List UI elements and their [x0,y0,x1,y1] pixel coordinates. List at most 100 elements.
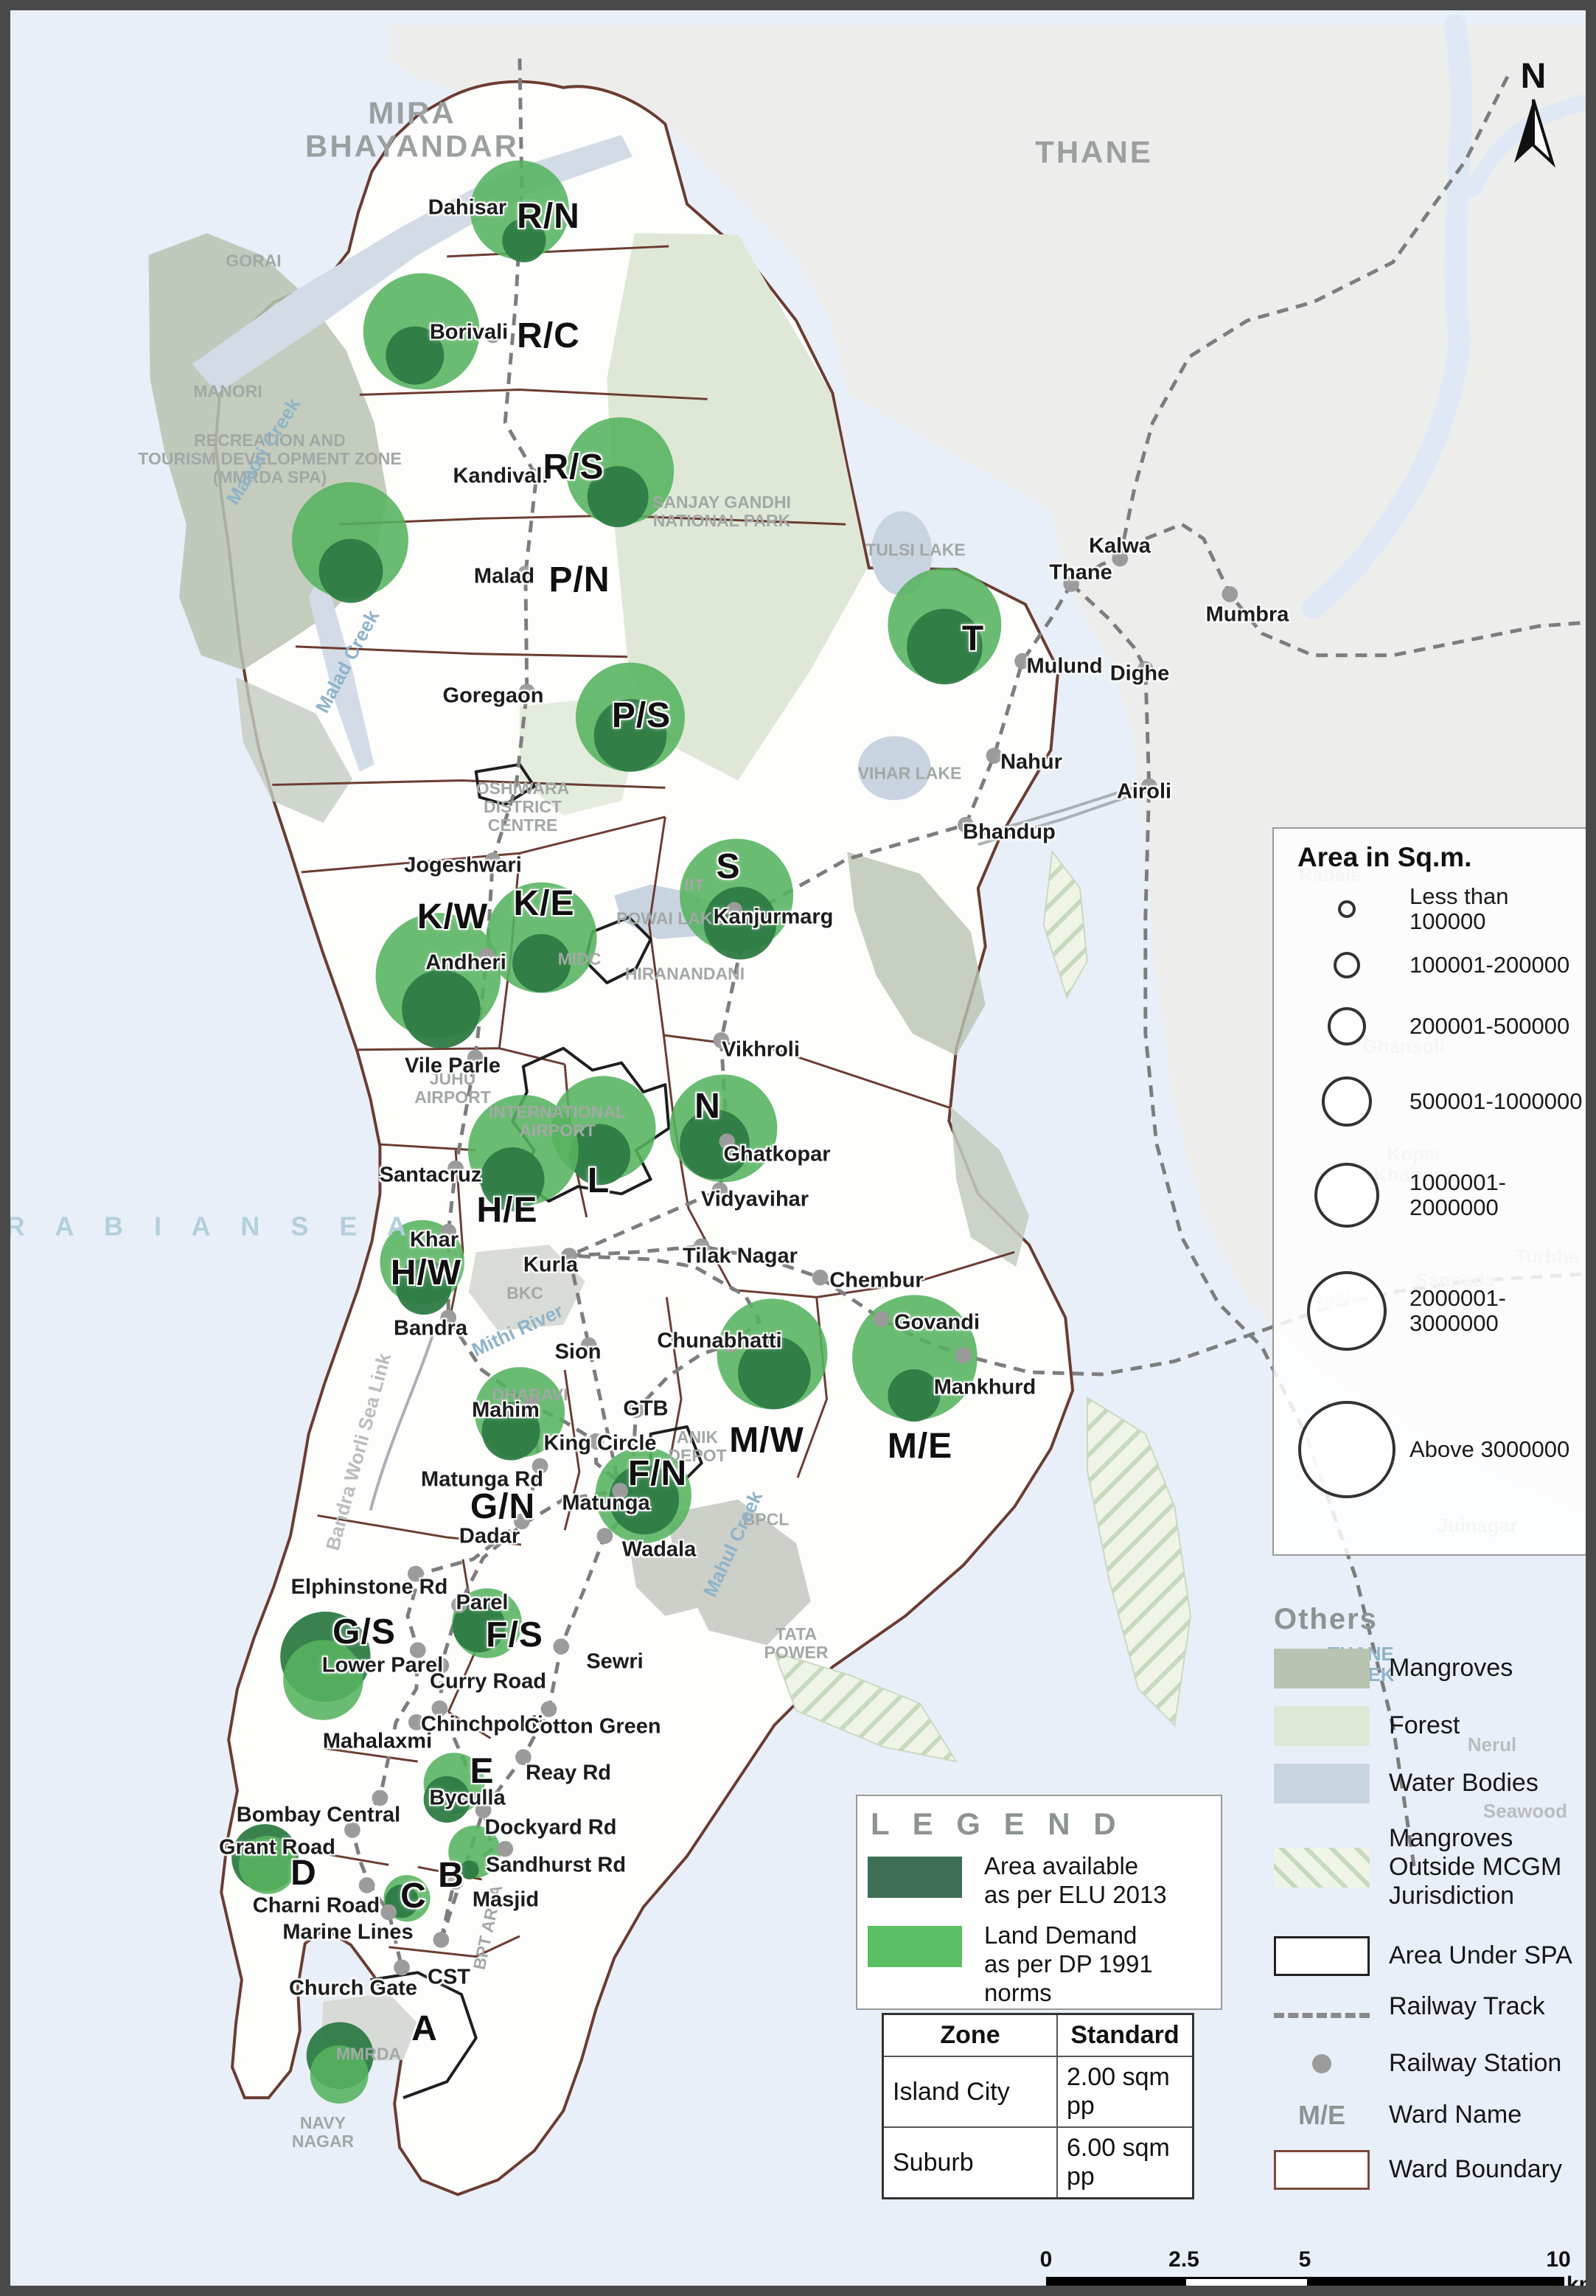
others-label-forest: Forest [1389,1711,1460,1740]
railway-station-dot [484,852,501,869]
circle-area-available [480,1147,545,1211]
railway-station-dot [958,816,974,833]
railway-station-dot [1222,585,1238,602]
circle-area-available [453,1599,506,1653]
legend-item-elu: Area available as per ELU 2013 [868,1852,1210,1910]
north-arrow: N [1504,56,1563,171]
forest-sgnp [607,233,868,781]
cell-standard-1: 6.00 sqm pp [1056,2126,1194,2199]
others-legend-title: Others [1274,1603,1378,1635]
ward-circles-layer [231,160,1002,2104]
elu-label: Area available as per ELU 2013 [984,1852,1167,1908]
zone-standard-table: Zone Standard Island City 2.00 sqm pp Su… [882,2013,1194,2199]
size-legend-label: 100001-200000 [1409,951,1570,978]
bkc-patch [468,1245,585,1331]
size-circle-icon [1334,952,1360,978]
size-legend-row: 1000001-2000000 [1284,1143,1586,1248]
ward-name-icon: M/E [1297,2100,1345,2130]
railway-station-dot [553,1638,570,1655]
size-circle-icon [1298,1401,1395,1498]
forest-icon [1274,1706,1370,1746]
circle-area-available [460,1860,479,1880]
circle-area-available [593,698,667,772]
size-legend-row: Above 3000000 [1284,1374,1586,1525]
railway-station-dot [561,1248,577,1264]
railway-station-dot [528,468,545,484]
railway-station-dot [478,947,495,964]
railway-station-dot [1137,661,1154,678]
river [1302,14,1472,619]
bridges [369,786,1134,1511]
size-legend-label: 200001-500000 [1409,1012,1570,1039]
circle-area-available [569,1124,630,1186]
railway-station-dot [440,1223,457,1240]
railway-station-dot [408,1714,425,1730]
circle-area-available [396,1259,452,1315]
railway-station-dot [986,748,1003,764]
circle-land-demand [238,1835,297,1894]
scale-bar-rule [1046,2277,1564,2286]
railway-station-dot [517,566,534,582]
railway-station-dot [484,327,501,344]
ward-boundary-icon [1274,2150,1370,2190]
scale-tick: 2.5 [1168,2247,1199,2272]
circle-area-available [888,1369,941,1422]
table-header-row: Zone Standard [882,2013,1194,2057]
circle-area-available [481,1402,540,1461]
others-row-railway-track: Railway Track [1264,1992,1586,2021]
others-label-railway-station: Railway Station [1389,2049,1562,2078]
cell-standard-0: 2.00 sqm pp [1056,2056,1194,2128]
size-legend-label: 500001-1000000 [1409,1088,1583,1114]
main-legend: L E G E N D Area available as per ELU 20… [856,1795,1222,2010]
circle-area-available [738,1336,811,1410]
th-standard: Standard [1056,2013,1194,2057]
others-row-railway-station: Railway Station [1264,2044,1586,2084]
size-circle-icon [1328,1007,1366,1046]
others-row-ward-boundary: Ward Boundary [1264,2150,1586,2190]
hatch-trombay [773,1651,958,1763]
elu-swatch [868,1857,962,1898]
size-legend-row: 200001-500000 [1284,992,1586,1060]
railway-station-dot [812,1269,829,1286]
circle-land-demand [283,1640,363,1720]
size-circle-icon [1314,1163,1379,1228]
others-legend: Others Mangroves Forest Water Bodies Mangro… [1264,1603,1586,2208]
railway-station-dot [588,1433,604,1450]
railway-station-dot [451,1597,467,1613]
others-row-mangroves: Mangroves [1264,1649,1586,1688]
th-zone: Zone [882,2013,1058,2057]
circle-area-available [587,466,649,528]
north-label: N [1520,57,1547,96]
circle-area-available [423,1775,470,1823]
circle-area-available [609,1464,680,1535]
others-label-mangroves-outside: Mangroves Outside MCGM Jurisdiction [1389,1824,1562,1910]
railway-station-dot [447,1874,464,1890]
size-legend-label: 2000001-3000000 [1409,1284,1507,1336]
dp-label: Land Demand as per DP 1991 norms [984,1921,1153,2006]
size-legend-label: Above 3000000 [1409,1436,1570,1462]
railway-station-dot [514,1513,530,1530]
railway-station-dot [475,1802,492,1819]
railway-station-dot [713,1032,730,1048]
circle-area-available [386,326,445,385]
others-label-railway-track: Railway Track [1389,1992,1545,2020]
railway-station-dot [722,1336,739,1353]
scale-tick: 0 [1039,2247,1053,2272]
circle-area-available [703,886,777,960]
north-arrow-icon [1514,99,1556,168]
railway-station-dot [1014,653,1031,669]
railway-station-dot [873,1311,890,1327]
railway-station-dot [433,1932,450,1948]
circle-area-available [907,608,983,685]
dp-swatch [868,1925,962,1967]
size-legend: Area in Sq.m. Less than 100000 100001-200… [1272,827,1586,1556]
railway-station-dot [518,683,535,700]
railway-station-dot [394,1959,410,1976]
railway-kalwa-north [1118,72,1511,559]
size-legend-row: Less than 100000 [1284,880,1586,938]
vihar-lake [857,736,931,801]
scale-tick: 10 [1546,2247,1571,2272]
ward-boundaries [272,245,1015,1958]
railway-track-icon [1274,2013,1370,2019]
